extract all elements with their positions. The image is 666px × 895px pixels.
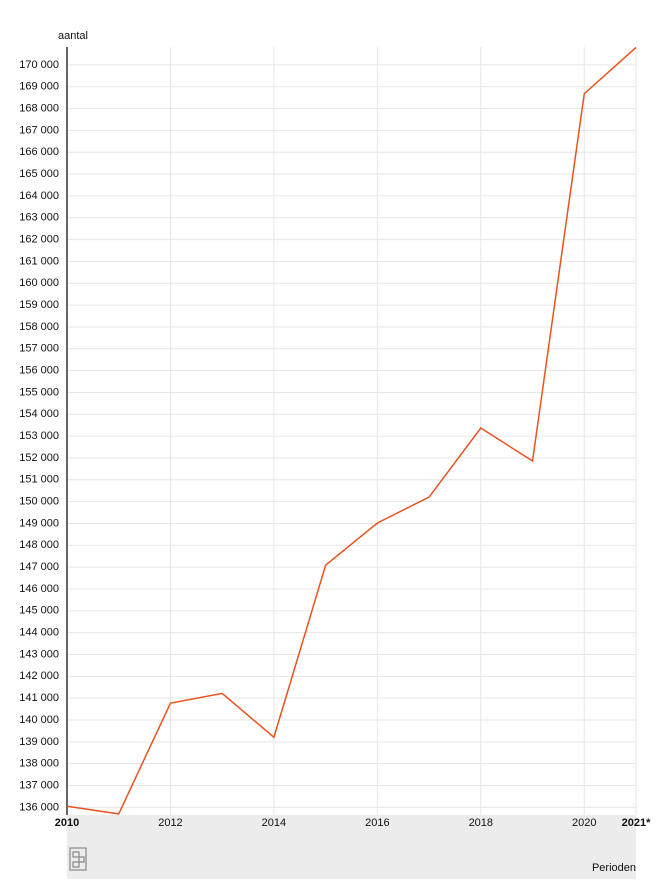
- x-tick-label: 2021*: [622, 817, 651, 829]
- y-tick-label: 154 000: [19, 408, 59, 420]
- y-tick-label: 140 000: [19, 714, 59, 726]
- y-tick-label: 158 000: [19, 321, 59, 333]
- y-tick-label: 141 000: [19, 692, 59, 704]
- y-tick-label: 165 000: [19, 168, 59, 180]
- y-tick-label: 153 000: [19, 430, 59, 442]
- y-tick-label: 143 000: [19, 648, 59, 660]
- y-tick-label: 144 000: [19, 627, 59, 639]
- y-tick-label: 151 000: [19, 474, 59, 486]
- x-tick-label: 2012: [158, 817, 182, 829]
- y-tick-label: 162 000: [19, 234, 59, 246]
- y-tick-label: 166 000: [19, 146, 59, 158]
- y-tick-label: 149 000: [19, 517, 59, 529]
- y-tick-label: 160 000: [19, 277, 59, 289]
- y-tick-label: 147 000: [19, 561, 59, 573]
- y-tick-label: 161 000: [19, 255, 59, 267]
- logo: [69, 847, 87, 871]
- x-tick-label: 2014: [262, 817, 286, 829]
- y-tick-label: 137 000: [19, 779, 59, 791]
- y-tick-label: 139 000: [19, 736, 59, 748]
- y-tick-label: 159 000: [19, 299, 59, 311]
- x-tick-label: 2018: [469, 817, 493, 829]
- y-tick-label: 148 000: [19, 539, 59, 551]
- y-tick-label: 155 000: [19, 386, 59, 398]
- y-tick-label: 157 000: [19, 343, 59, 355]
- y-tick-label: 146 000: [19, 583, 59, 595]
- y-axis-label: aantal: [58, 30, 88, 42]
- y-tick-label: 170 000: [19, 59, 59, 71]
- y-tick-label: 167 000: [19, 124, 59, 136]
- y-tick-label: 138 000: [19, 758, 59, 770]
- x-axis-band: [67, 815, 636, 879]
- y-tick-label: 164 000: [19, 190, 59, 202]
- x-tick-label: 2016: [365, 817, 389, 829]
- y-tick-label: 150 000: [19, 496, 59, 508]
- x-tick-label: 2020: [572, 817, 596, 829]
- y-tick-label: 152 000: [19, 452, 59, 464]
- y-tick-label: 163 000: [19, 212, 59, 224]
- y-tick-label: 156 000: [19, 365, 59, 377]
- y-tick-label: 168 000: [19, 102, 59, 114]
- y-tick-label: 136 000: [19, 801, 59, 813]
- data-line: [66, 46, 637, 815]
- x-tick-label: 2010: [55, 817, 79, 829]
- y-tick-label: 145 000: [19, 605, 59, 617]
- y-tick-label: 169 000: [19, 81, 59, 93]
- x-axis-label: Perioden: [592, 862, 636, 874]
- y-tick-label: 142 000: [19, 670, 59, 682]
